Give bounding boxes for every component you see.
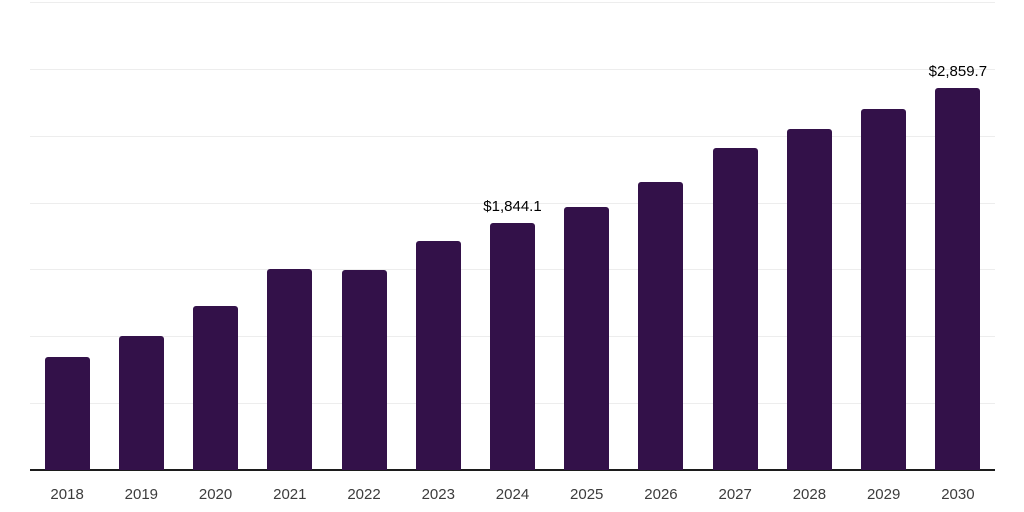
bar-2026 xyxy=(638,181,684,470)
x-axis-label-2028: 2028 xyxy=(792,486,827,503)
data-label-2030: $2,859.7 xyxy=(928,62,988,80)
gridline xyxy=(30,2,995,3)
data-label-2024: $1,844.1 xyxy=(483,198,542,216)
bar-2030 xyxy=(935,87,981,470)
gridline xyxy=(30,68,995,70)
bar-2028 xyxy=(786,129,832,470)
x-axis-label-2023: 2023 xyxy=(421,486,455,503)
x-axis-line xyxy=(30,469,995,471)
x-axis: 2018 2019 2020 2021 2022 2023 2024 2025 2026 2027… xyxy=(30,484,995,506)
bar-2021 xyxy=(267,268,313,470)
plot-area: $1,844.1 $2,859.7 xyxy=(30,2,995,471)
x-axis-label-2021: 2021 xyxy=(273,486,307,503)
x-axis-label-2019: 2019 xyxy=(124,486,159,503)
bar-2025 xyxy=(564,206,610,470)
x-axis-label-2029: 2029 xyxy=(866,486,901,503)
bar-2024 xyxy=(490,223,535,470)
bar-2022 xyxy=(341,269,387,470)
bar-2027 xyxy=(712,148,758,470)
x-axis-label-2030: 2030 xyxy=(941,486,975,503)
x-axis-label-2026: 2026 xyxy=(644,486,678,503)
bar-2023 xyxy=(415,241,461,470)
x-axis-label-2018: 2018 xyxy=(50,486,84,503)
x-axis-label-2020: 2020 xyxy=(198,486,233,503)
x-axis-label-2022: 2022 xyxy=(347,486,381,503)
bar-2019 xyxy=(118,335,164,470)
bar-2018 xyxy=(44,357,90,470)
gridline xyxy=(30,135,995,137)
gridline xyxy=(30,202,995,204)
x-axis-label-2027: 2027 xyxy=(718,486,752,503)
bar-2029 xyxy=(861,109,907,470)
x-axis-label-2024: 2024 xyxy=(495,486,530,503)
x-axis-label-2025: 2025 xyxy=(570,486,604,503)
bar-2020 xyxy=(193,306,239,470)
